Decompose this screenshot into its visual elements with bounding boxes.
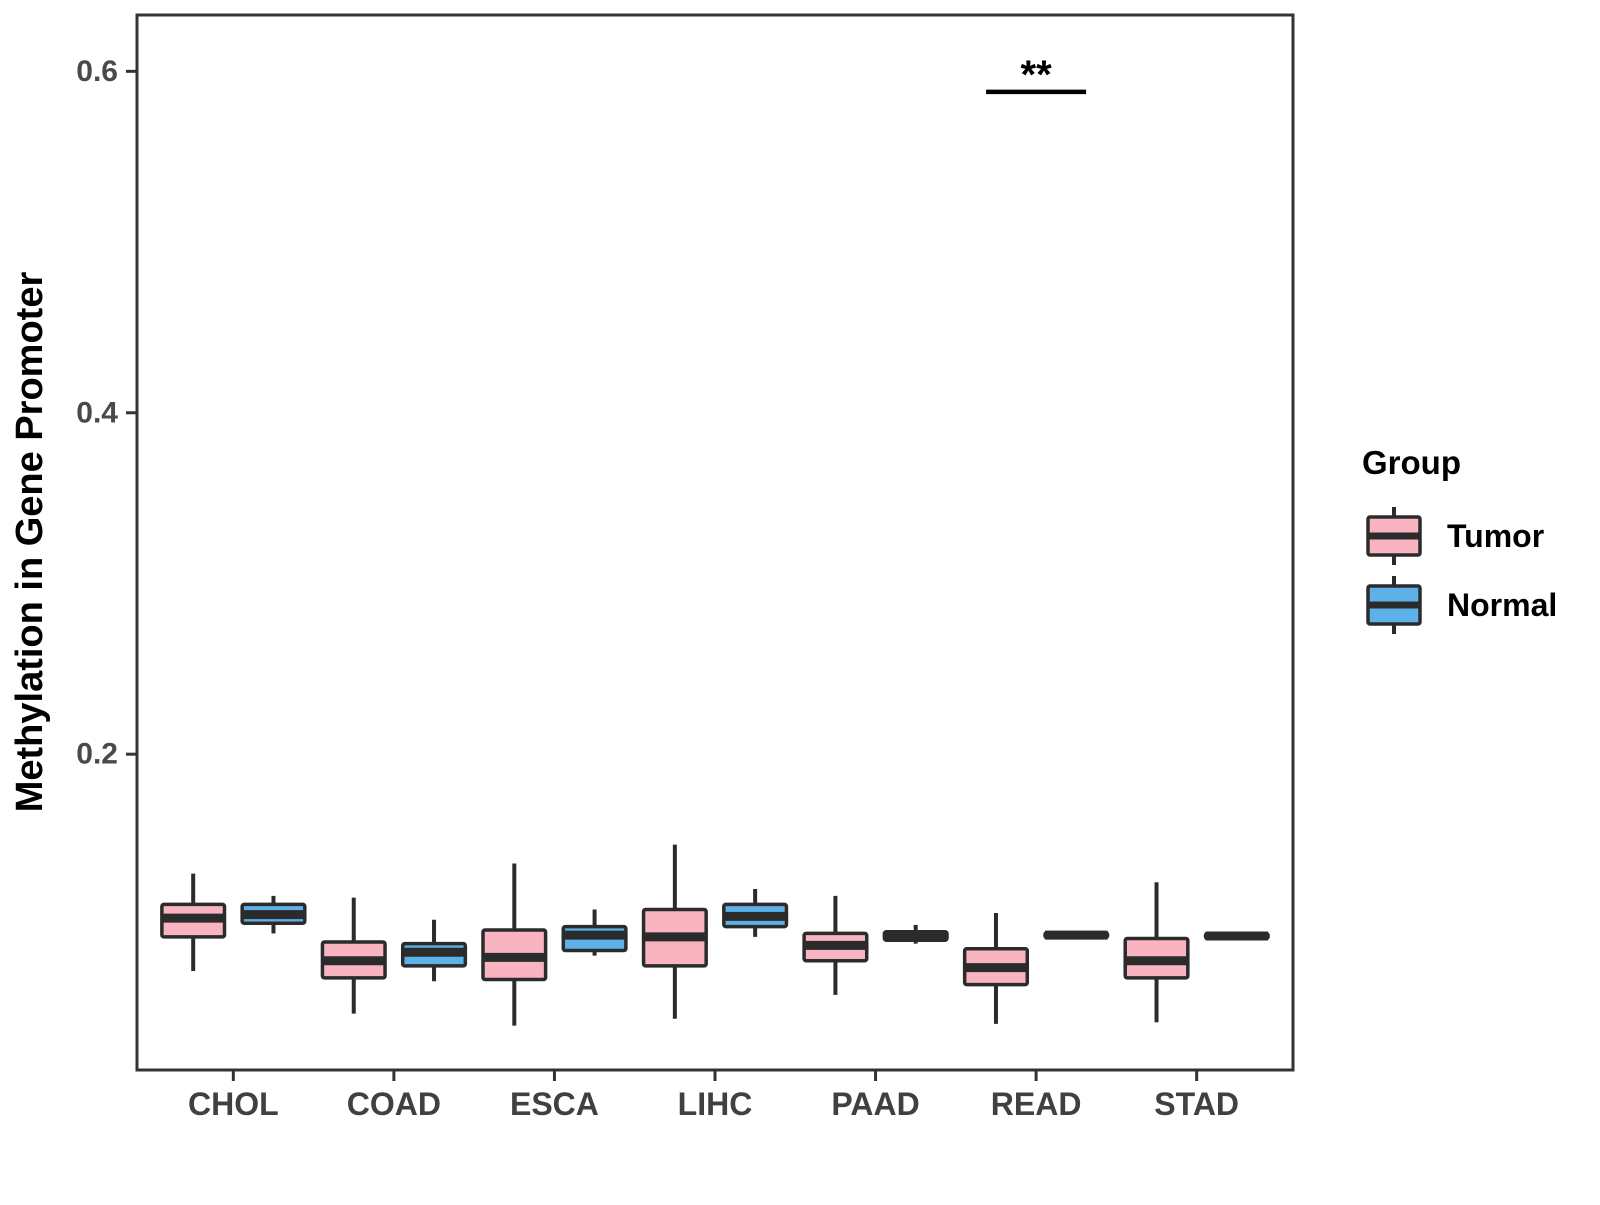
boxplot-ESCA-normal — [561, 909, 628, 956]
boxplot-COAD-tumor — [320, 897, 387, 1014]
x-tick-label: STAD — [1154, 1086, 1239, 1122]
legend-label: Tumor — [1447, 518, 1544, 554]
x-tick-label: CHOL — [188, 1086, 279, 1122]
x-tick-label: READ — [991, 1086, 1082, 1122]
boxplot-PAAD-tumor — [802, 895, 869, 995]
boxplot-CHOL-tumor — [160, 873, 227, 971]
legend-key-tumor: Tumor — [1366, 507, 1544, 565]
boxplot-CHOL-normal — [240, 895, 307, 934]
boxplot-STAD-tumor — [1123, 882, 1190, 1023]
y-tick-label: 0.4 — [76, 396, 118, 429]
box-series — [160, 844, 1270, 1026]
significance-annotation: ** — [986, 53, 1087, 97]
significance-stars: ** — [1021, 53, 1053, 97]
boxplot-READ-tumor — [962, 912, 1030, 1024]
boxplot-LIHC-normal — [722, 889, 789, 937]
legend-keys: Tumor Normal — [1366, 507, 1557, 634]
boxplot-LIHC-tumor — [641, 844, 708, 1019]
boxplot-COAD-normal — [400, 919, 468, 982]
legend-title: Group — [1362, 444, 1461, 481]
boxplot-READ-normal — [1043, 930, 1110, 940]
y-tick-label: 0.2 — [76, 738, 118, 771]
y-tick-label: 0.6 — [76, 55, 118, 88]
x-tick-label: PAAD — [831, 1086, 919, 1122]
legend-key-normal: Normal — [1366, 576, 1557, 634]
y-axis-title: Methylation in Gene Promoter — [9, 272, 51, 813]
panel-border — [135, 13, 1295, 1072]
boxplot-ESCA-tumor — [481, 863, 548, 1026]
legend-label: Normal — [1447, 587, 1557, 623]
x-axis-ticks: CHOL COAD ESCA LIHC PAAD READ STAD — [188, 1070, 1239, 1122]
x-tick-label: ESCA — [510, 1086, 599, 1122]
boxplot-STAD-normal — [1203, 931, 1270, 941]
legend: Group Tumor Normal — [1362, 444, 1557, 634]
x-tick-label: COAD — [347, 1086, 441, 1122]
x-tick-label: LIHC — [678, 1086, 753, 1122]
y-axis-ticks: 0.2 0.4 0.6 — [76, 55, 137, 771]
boxplot-PAAD-normal — [882, 924, 949, 944]
